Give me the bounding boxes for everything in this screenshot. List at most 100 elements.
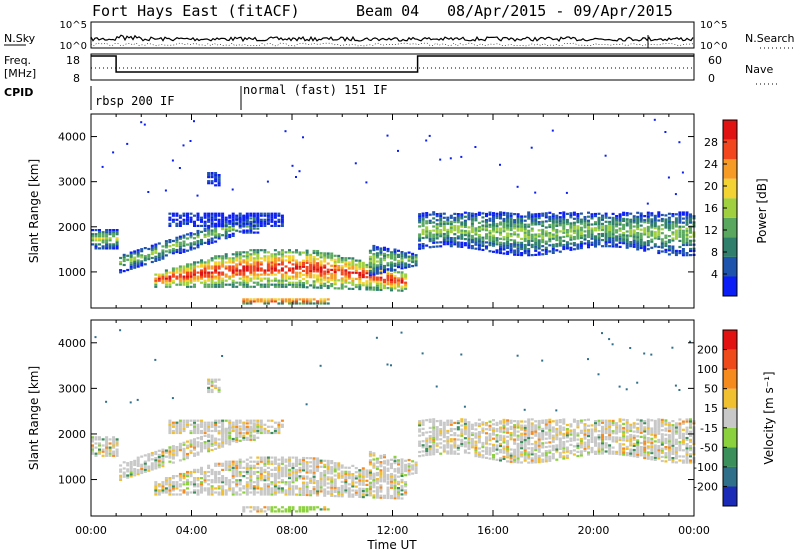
echo-cell bbox=[277, 283, 281, 286]
echo-cell bbox=[368, 251, 372, 254]
echo-cell bbox=[467, 421, 471, 424]
echo-cell bbox=[136, 255, 140, 258]
echo-cell bbox=[421, 446, 425, 449]
echo-cell bbox=[516, 219, 520, 222]
echo-cell bbox=[421, 232, 425, 235]
echo-cell bbox=[277, 285, 281, 288]
echo-cell bbox=[516, 424, 520, 427]
echo-cell bbox=[291, 466, 295, 469]
echo-cell bbox=[583, 218, 587, 221]
echo-cell bbox=[291, 257, 295, 260]
echo-cell bbox=[210, 382, 214, 385]
echo-cell bbox=[312, 479, 316, 482]
echo-cell bbox=[393, 258, 397, 261]
echo-cell bbox=[284, 466, 288, 469]
echo-cell bbox=[245, 506, 249, 509]
echo-cell bbox=[460, 217, 464, 220]
echo-cell bbox=[224, 265, 228, 268]
echo-cell bbox=[650, 218, 654, 221]
echo-cell bbox=[175, 483, 179, 486]
echo-cell bbox=[312, 282, 316, 285]
echo-cell bbox=[527, 424, 531, 427]
echo-cell bbox=[207, 475, 211, 478]
echo-cell bbox=[252, 277, 256, 280]
echo-cell bbox=[266, 458, 270, 461]
echo-cell bbox=[270, 255, 274, 258]
echo-cell bbox=[674, 235, 678, 238]
echo-cell bbox=[235, 214, 239, 217]
echo-cell bbox=[161, 465, 165, 468]
echo-cell bbox=[509, 245, 513, 248]
echo-cell bbox=[266, 456, 270, 459]
echo-cell bbox=[579, 228, 583, 231]
echo-cell bbox=[189, 216, 193, 219]
echo-cell bbox=[534, 239, 538, 242]
echo-cell bbox=[439, 235, 443, 238]
echo-cell bbox=[207, 425, 211, 428]
echo-cell bbox=[513, 227, 517, 230]
echo-cell bbox=[492, 447, 495, 451]
echo-cell bbox=[333, 266, 337, 270]
echo-cell bbox=[527, 248, 531, 251]
echo-cell bbox=[492, 437, 495, 440]
echo-cell bbox=[119, 261, 123, 264]
echo-cell-sparse bbox=[182, 144, 185, 147]
echo-cell bbox=[439, 245, 443, 248]
echo-cell bbox=[432, 451, 436, 454]
echo-cell bbox=[579, 212, 583, 215]
echo-cell bbox=[231, 470, 235, 474]
echo-cell bbox=[157, 455, 161, 459]
echo-cell bbox=[657, 235, 661, 238]
echo-cell bbox=[221, 255, 225, 258]
echo-cell bbox=[288, 277, 291, 280]
echo-cell bbox=[414, 258, 418, 261]
echo-cell bbox=[555, 222, 559, 225]
echo-cell bbox=[467, 230, 471, 233]
echo-cell bbox=[333, 254, 337, 257]
echo-cell bbox=[534, 448, 538, 452]
echo-cell bbox=[604, 232, 608, 236]
echo-cell bbox=[477, 240, 481, 243]
echo-cell bbox=[249, 298, 253, 301]
echo-cell bbox=[256, 251, 260, 254]
echo-cell bbox=[249, 491, 253, 494]
echo-cell bbox=[140, 250, 144, 253]
echo-cell bbox=[558, 437, 562, 440]
echo-cell bbox=[361, 477, 365, 480]
echo-cell bbox=[347, 271, 351, 274]
echo-cell bbox=[193, 283, 196, 286]
echo-cell bbox=[235, 263, 239, 266]
echo-cell bbox=[330, 494, 334, 497]
echo-cell bbox=[309, 261, 313, 265]
echo-cell bbox=[101, 241, 105, 244]
echo-cell bbox=[358, 495, 362, 498]
echo-cell bbox=[235, 273, 239, 276]
echo-cell bbox=[217, 218, 221, 221]
echo-cell bbox=[551, 243, 555, 246]
echo-cell bbox=[439, 233, 443, 236]
echo-cell bbox=[449, 450, 453, 453]
echo-cell bbox=[115, 438, 119, 441]
echo-cell bbox=[302, 282, 305, 285]
echo-cell bbox=[270, 269, 274, 272]
echo-cell bbox=[351, 489, 355, 492]
echo-cell bbox=[534, 453, 538, 456]
echo-cell bbox=[492, 240, 495, 243]
echo-cell bbox=[256, 506, 260, 509]
echo-cell bbox=[485, 219, 488, 222]
echo-cell bbox=[263, 251, 267, 254]
echo-cell bbox=[344, 257, 348, 260]
echo-cell bbox=[492, 220, 495, 223]
echo-cell bbox=[499, 227, 502, 230]
echo-cell bbox=[168, 277, 172, 280]
echo-cell bbox=[372, 244, 376, 248]
echo-cell bbox=[639, 220, 643, 223]
echo-cell bbox=[418, 245, 422, 248]
echo-cell bbox=[499, 211, 502, 214]
echo-cell bbox=[280, 487, 284, 490]
echo-cell bbox=[390, 267, 393, 270]
echo-cell bbox=[449, 214, 453, 217]
echo-cell bbox=[653, 235, 657, 238]
echo-cell bbox=[555, 235, 559, 238]
echo-cell bbox=[189, 234, 193, 237]
